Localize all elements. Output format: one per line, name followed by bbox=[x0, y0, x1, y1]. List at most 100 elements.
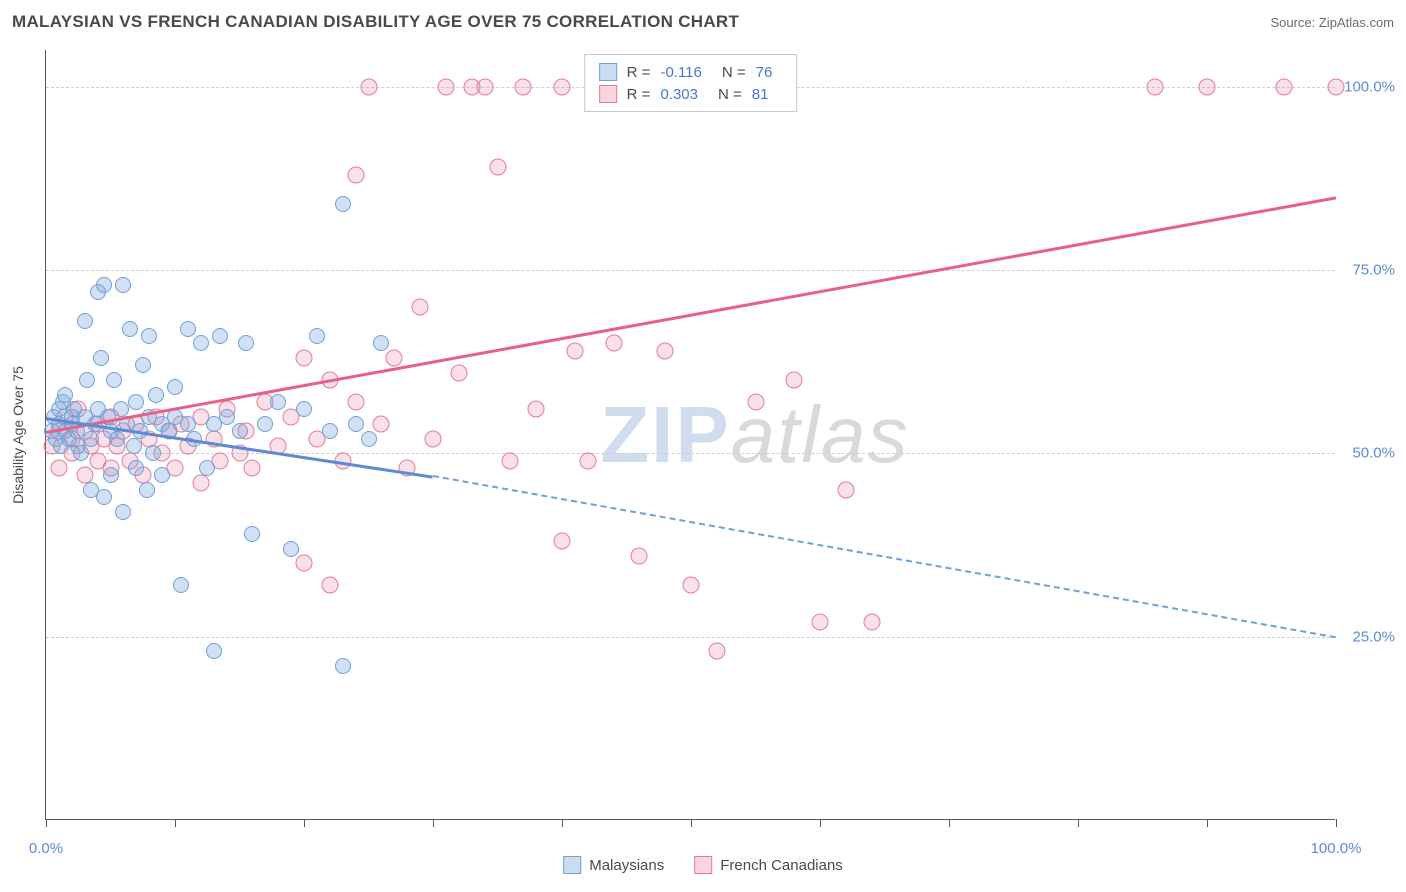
legend: Malaysians French Canadians bbox=[563, 856, 843, 874]
scatter-point-blue bbox=[79, 372, 95, 388]
scatter-point-pink bbox=[683, 577, 700, 594]
legend-label-pink: French Canadians bbox=[720, 857, 843, 874]
scatter-point-blue bbox=[335, 658, 351, 674]
x-tick bbox=[1078, 819, 1079, 827]
scatter-point-pink bbox=[476, 78, 493, 95]
scatter-point-blue bbox=[180, 321, 196, 337]
scatter-point-blue bbox=[103, 467, 119, 483]
scatter-point-blue bbox=[180, 416, 196, 432]
legend-swatch-blue bbox=[563, 856, 581, 874]
scatter-point-pink bbox=[373, 416, 390, 433]
scatter-point-blue bbox=[322, 423, 338, 439]
scatter-point-blue bbox=[244, 526, 260, 542]
scatter-point-blue bbox=[296, 401, 312, 417]
scatter-point-pink bbox=[837, 482, 854, 499]
x-tick bbox=[46, 819, 47, 827]
scatter-point-blue bbox=[206, 643, 222, 659]
x-tick bbox=[1207, 819, 1208, 827]
x-tick bbox=[562, 819, 563, 827]
scatter-point-blue bbox=[173, 577, 189, 593]
scatter-point-pink bbox=[386, 350, 403, 367]
x-tick bbox=[175, 819, 176, 827]
scatter-point-blue bbox=[257, 416, 273, 432]
scatter-point-pink bbox=[296, 350, 313, 367]
scatter-point-blue bbox=[270, 394, 286, 410]
scatter-point-blue bbox=[96, 277, 112, 293]
gridline-h bbox=[46, 637, 1335, 638]
scatter-point-blue bbox=[93, 350, 109, 366]
y-tick-label: 50.0% bbox=[1352, 445, 1395, 462]
stats-row-blue: R = -0.116 N = 76 bbox=[599, 61, 783, 83]
scatter-point-pink bbox=[360, 78, 377, 95]
y-tick-label: 100.0% bbox=[1344, 78, 1395, 95]
trend-line bbox=[46, 197, 1336, 434]
legend-label-blue: Malaysians bbox=[589, 857, 664, 874]
scatter-point-blue bbox=[212, 328, 228, 344]
scatter-point-blue bbox=[335, 196, 351, 212]
x-tick bbox=[820, 819, 821, 827]
scatter-point-blue bbox=[148, 387, 164, 403]
scatter-point-blue bbox=[348, 416, 364, 432]
scatter-point-blue bbox=[145, 445, 161, 461]
scatter-point-pink bbox=[554, 533, 571, 550]
scatter-point-blue bbox=[73, 445, 89, 461]
scatter-point-blue bbox=[113, 401, 129, 417]
scatter-point-blue bbox=[232, 423, 248, 439]
scatter-point-blue bbox=[135, 357, 151, 373]
x-tick-label: 0.0% bbox=[29, 840, 63, 857]
scatter-point-pink bbox=[554, 78, 571, 95]
scatter-point-pink bbox=[347, 394, 364, 411]
scatter-point-blue bbox=[167, 379, 183, 395]
scatter-point-pink bbox=[812, 614, 829, 631]
scatter-point-pink bbox=[437, 78, 454, 95]
scatter-point-pink bbox=[515, 78, 532, 95]
scatter-point-blue bbox=[109, 431, 125, 447]
x-tick bbox=[433, 819, 434, 827]
scatter-point-pink bbox=[566, 342, 583, 359]
scatter-point-blue bbox=[77, 313, 93, 329]
title-bar: MALAYSIAN VS FRENCH CANADIAN DISABILITY … bbox=[12, 12, 1394, 32]
scatter-point-pink bbox=[747, 394, 764, 411]
chart-title: MALAYSIAN VS FRENCH CANADIAN DISABILITY … bbox=[12, 12, 739, 32]
scatter-point-pink bbox=[450, 364, 467, 381]
scatter-point-pink bbox=[786, 372, 803, 389]
legend-swatch-pink bbox=[694, 856, 712, 874]
scatter-point-blue bbox=[139, 482, 155, 498]
x-tick bbox=[1336, 819, 1337, 827]
scatter-point-blue bbox=[128, 394, 144, 410]
swatch-pink bbox=[599, 85, 617, 103]
scatter-point-pink bbox=[502, 452, 519, 469]
scatter-point-blue bbox=[199, 460, 215, 476]
y-tick-label: 75.0% bbox=[1352, 262, 1395, 279]
scatter-point-pink bbox=[1328, 78, 1345, 95]
scatter-point-pink bbox=[528, 401, 545, 418]
scatter-point-pink bbox=[50, 460, 67, 477]
x-tick bbox=[949, 819, 950, 827]
scatter-point-pink bbox=[579, 452, 596, 469]
scatter-point-pink bbox=[412, 298, 429, 315]
scatter-point-blue bbox=[96, 489, 112, 505]
swatch-blue bbox=[599, 63, 617, 81]
scatter-point-pink bbox=[605, 335, 622, 352]
scatter-point-blue bbox=[154, 467, 170, 483]
scatter-point-blue bbox=[361, 431, 377, 447]
scatter-point-blue bbox=[83, 431, 99, 447]
stats-row-pink: R = 0.303 N = 81 bbox=[599, 83, 783, 105]
scatter-point-pink bbox=[1147, 78, 1164, 95]
scatter-point-pink bbox=[1199, 78, 1216, 95]
gridline-h bbox=[46, 270, 1335, 271]
y-tick-label: 25.0% bbox=[1352, 628, 1395, 645]
scatter-point-blue bbox=[141, 328, 157, 344]
scatter-point-pink bbox=[631, 548, 648, 565]
legend-item-pink: French Canadians bbox=[694, 856, 843, 874]
scatter-point-pink bbox=[657, 342, 674, 359]
x-tick bbox=[304, 819, 305, 827]
scatter-plot: ZIPatlas Disability Age Over 75 25.0%50.… bbox=[45, 50, 1335, 820]
scatter-point-blue bbox=[126, 438, 142, 454]
scatter-point-pink bbox=[489, 159, 506, 176]
scatter-point-pink bbox=[321, 577, 338, 594]
source-label: Source: ZipAtlas.com bbox=[1270, 15, 1394, 30]
scatter-point-pink bbox=[244, 460, 261, 477]
y-axis-title: Disability Age Over 75 bbox=[10, 366, 26, 504]
x-tick bbox=[691, 819, 692, 827]
